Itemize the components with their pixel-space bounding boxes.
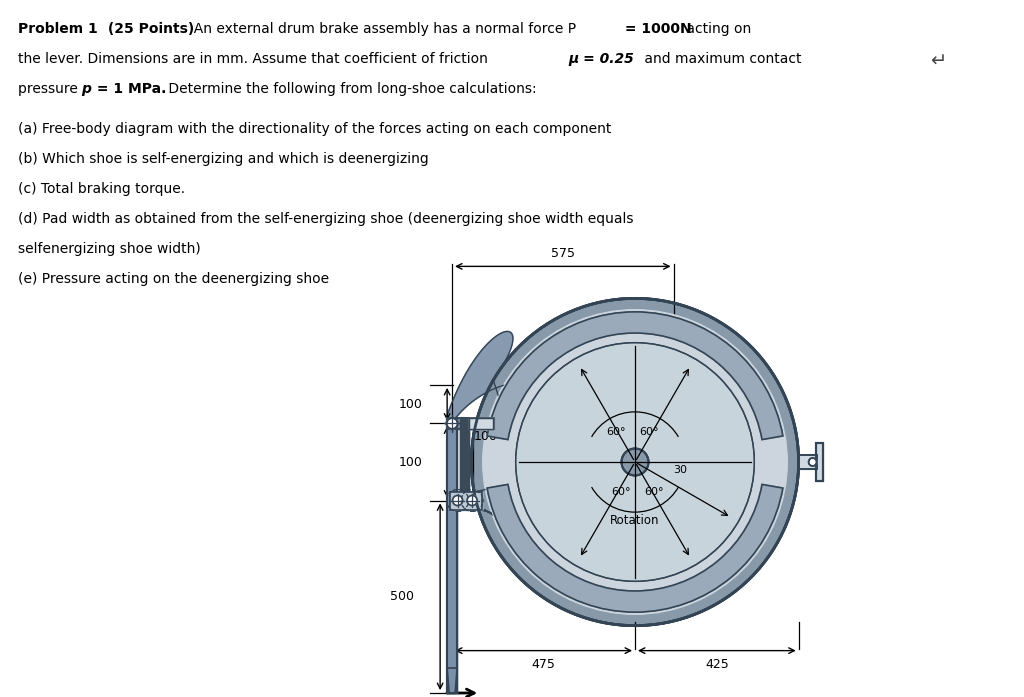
Text: = 1 MPa.: = 1 MPa. xyxy=(92,82,166,96)
Text: 60°: 60° xyxy=(639,427,658,437)
Circle shape xyxy=(516,343,755,581)
Text: 500: 500 xyxy=(390,590,414,603)
Text: 100: 100 xyxy=(398,456,422,468)
Text: μ = 0.25: μ = 0.25 xyxy=(568,52,634,66)
Circle shape xyxy=(446,418,458,429)
Circle shape xyxy=(467,496,477,505)
Circle shape xyxy=(453,496,463,505)
Bar xyxy=(799,455,816,469)
Bar xyxy=(460,418,469,506)
Circle shape xyxy=(467,496,477,505)
Polygon shape xyxy=(447,668,457,693)
Bar xyxy=(816,443,823,481)
Bar xyxy=(451,491,482,510)
Text: Rotation: Rotation xyxy=(610,514,659,526)
Text: 60°: 60° xyxy=(644,487,664,497)
Text: 100: 100 xyxy=(474,431,498,443)
Text: acting on: acting on xyxy=(682,22,752,36)
Text: (b) Which shoe is self-energizing and which is deenergizing: (b) Which shoe is self-energizing and wh… xyxy=(18,153,429,167)
Bar xyxy=(816,443,823,481)
Circle shape xyxy=(809,458,816,466)
Bar xyxy=(451,491,482,510)
Text: Problem 1: Problem 1 xyxy=(18,22,97,36)
Text: (d) Pad width as obtained from the self-energizing shoe (deenergizing shoe width: (d) Pad width as obtained from the self-… xyxy=(18,213,634,227)
Text: selfenergizing shoe width): selfenergizing shoe width) xyxy=(18,243,201,256)
Text: An external drum brake assembly has a normal force P: An external drum brake assembly has a no… xyxy=(185,22,577,36)
Circle shape xyxy=(516,343,755,581)
Circle shape xyxy=(471,298,799,626)
Bar xyxy=(799,455,816,469)
Bar xyxy=(816,443,823,481)
Bar xyxy=(799,455,816,469)
Text: 60°: 60° xyxy=(606,427,626,437)
Polygon shape xyxy=(447,332,522,431)
Bar xyxy=(447,418,494,429)
Circle shape xyxy=(622,449,648,475)
Polygon shape xyxy=(447,668,457,693)
Text: 425: 425 xyxy=(705,658,729,671)
Circle shape xyxy=(622,449,648,475)
Bar xyxy=(447,418,457,693)
Wedge shape xyxy=(487,484,783,612)
Bar xyxy=(469,418,494,429)
Text: = 1000N: = 1000N xyxy=(620,22,691,36)
Bar xyxy=(469,418,494,429)
Text: 30: 30 xyxy=(673,465,687,475)
Circle shape xyxy=(453,496,463,505)
Text: (a) Free-body diagram with the directionality of the forces acting on each compo: (a) Free-body diagram with the direction… xyxy=(18,123,611,137)
Bar xyxy=(451,491,482,510)
Bar xyxy=(447,418,457,693)
Circle shape xyxy=(482,309,787,614)
Bar xyxy=(447,418,494,429)
Bar xyxy=(451,491,482,510)
Text: (25 Points): (25 Points) xyxy=(103,22,195,36)
Text: 475: 475 xyxy=(531,658,555,671)
Bar xyxy=(469,418,494,429)
Bar xyxy=(816,443,823,481)
Bar xyxy=(460,418,469,506)
Circle shape xyxy=(471,298,799,626)
Text: and maximum contact: and maximum contact xyxy=(640,52,802,66)
Text: ↵: ↵ xyxy=(930,52,946,71)
Text: 575: 575 xyxy=(551,247,574,261)
Bar xyxy=(447,418,494,429)
Bar xyxy=(469,418,494,429)
Bar xyxy=(799,455,816,469)
Wedge shape xyxy=(487,312,783,440)
Text: the lever. Dimensions are in mm. Assume that coefficient of friction: the lever. Dimensions are in mm. Assume … xyxy=(18,52,493,66)
Circle shape xyxy=(483,311,786,613)
Text: p: p xyxy=(81,82,91,96)
Text: 100: 100 xyxy=(398,398,422,411)
Polygon shape xyxy=(477,489,557,555)
Text: (e) Pressure acting on the deenergizing shoe: (e) Pressure acting on the deenergizing … xyxy=(18,273,329,286)
Bar xyxy=(447,418,494,429)
Text: pressure: pressure xyxy=(18,82,82,96)
Text: 60°: 60° xyxy=(611,487,631,497)
Circle shape xyxy=(446,418,458,429)
Text: (c) Total braking torque.: (c) Total braking torque. xyxy=(18,183,185,197)
Text: Determine the following from long-shoe calculations:: Determine the following from long-shoe c… xyxy=(164,82,537,96)
Bar xyxy=(447,418,457,693)
Wedge shape xyxy=(487,484,783,612)
Circle shape xyxy=(809,458,816,466)
Wedge shape xyxy=(487,312,783,440)
Bar xyxy=(447,418,457,693)
